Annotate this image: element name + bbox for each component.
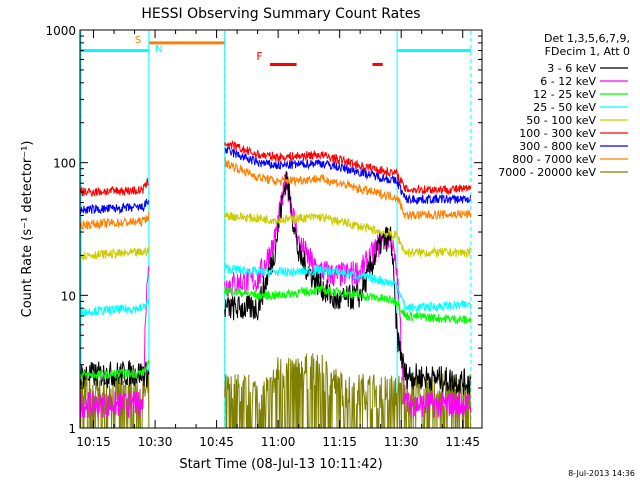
- legend-label: 12 - 25 keV: [533, 88, 596, 101]
- legend-header-line-2: FDecim 1, Att 0: [545, 45, 630, 58]
- x-tick-label: 10:15: [76, 435, 111, 449]
- series-line-800-7000-kev: [79, 157, 472, 231]
- legend-header-line-1: Det 1,3,5,6,7,9,: [544, 32, 630, 45]
- series-line-3-6-kev: [79, 170, 472, 395]
- legend-label: 3 - 6 keV: [547, 62, 596, 75]
- annotation-label-f: F: [256, 50, 262, 63]
- y-tick-label: 100: [53, 157, 76, 171]
- y-tick-label: 1000: [45, 24, 76, 38]
- footer-timestamp: 8-Jul-2013 14:36: [568, 469, 635, 478]
- legend: Det 1,3,5,6,7,9, FDecim 1, Att 0 3 - 6 k…: [498, 32, 630, 179]
- y-tick-label: 1: [68, 422, 76, 436]
- series-line-300-800-kev: [79, 145, 472, 215]
- legend-label: 50 - 100 keV: [526, 114, 596, 127]
- x-axis: 10:15 10:30 10:45 11:00 11:15 11:30 11:45: [76, 30, 480, 449]
- annotation-label-s: S: [135, 35, 141, 46]
- series-line-12-25-kev: [79, 285, 472, 380]
- y-tick-label: 10: [61, 289, 76, 303]
- legend-label: 800 - 7000 keV: [512, 153, 596, 166]
- legend-label: 300 - 800 keV: [519, 140, 596, 153]
- y-axis-label: Count Rate (s⁻¹ detector⁻¹): [20, 141, 35, 318]
- x-tick-label: 11:00: [261, 435, 296, 449]
- plot-frame: [79, 29, 483, 429]
- plot-area: S N F: [79, 31, 472, 429]
- y-axis: 1 10 100 1000: [45, 24, 482, 436]
- legend-label: 100 - 300 keV: [519, 127, 596, 140]
- x-tick-label: 11:15: [322, 435, 357, 449]
- series-line-100-300-kev: [79, 139, 472, 198]
- series-line-50-100-kev: [79, 211, 472, 261]
- series-line-25-50-kev: [79, 262, 472, 318]
- chart-title: HESSI Observing Summary Count Rates: [141, 6, 420, 22]
- x-axis-label: Start Time (08-Jul-13 10:11:42): [179, 457, 382, 472]
- legend-label: 25 - 50 keV: [533, 101, 596, 114]
- annotation-label-n: N: [155, 44, 162, 55]
- x-tick-label: 10:30: [138, 435, 173, 449]
- legend-label: 7000 - 20000 keV: [498, 166, 596, 179]
- legend-label: 6 - 12 keV: [540, 75, 596, 88]
- x-tick-label: 11:45: [445, 435, 480, 449]
- x-tick-label: 10:45: [199, 435, 234, 449]
- x-tick-label: 11:30: [384, 435, 419, 449]
